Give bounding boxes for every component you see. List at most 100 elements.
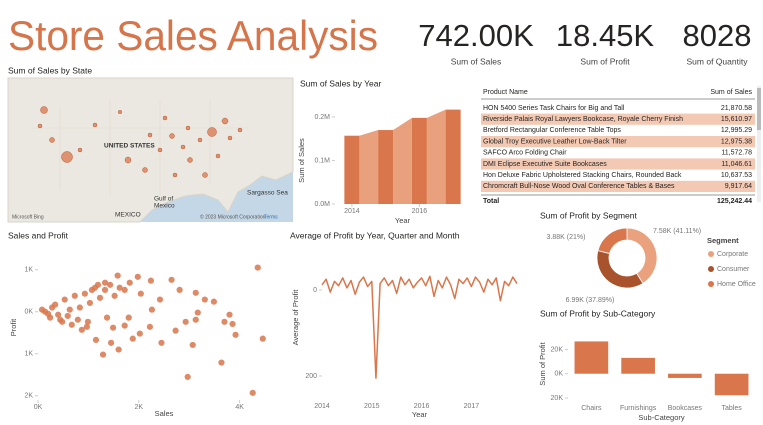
chart-title: Sum of Profit by Sub-Category — [540, 308, 656, 318]
kpi-label: Sum of Quantity — [687, 56, 749, 66]
x-axis-title: Sales — [155, 409, 174, 418]
data-label: 6.99K (37.89%) — [566, 297, 615, 304]
bar — [344, 135, 360, 204]
scrollbar[interactable] — [757, 86, 761, 202]
map-bubbles — [37, 106, 243, 178]
x-axis-title: Year — [412, 410, 428, 419]
scatter-point — [134, 273, 141, 280]
scatter-point — [94, 281, 102, 288]
scatter-point — [116, 284, 123, 291]
scatter-point — [96, 294, 104, 301]
scatter-point — [92, 336, 100, 343]
scatter-point — [115, 346, 122, 353]
scatter-point — [182, 318, 189, 325]
scatter-point — [99, 351, 107, 358]
y-tick-label: 0.0M — [314, 201, 330, 208]
bar — [714, 373, 749, 396]
table-cell: 15,610.97 — [721, 116, 752, 123]
scatter-point — [218, 359, 225, 366]
table-total: 125,242.44 — [717, 198, 752, 205]
scatter-point — [192, 316, 199, 323]
chart-title: Sales and Profit — [8, 230, 69, 240]
map-label: Gulf of — [154, 196, 173, 203]
scatter-point — [158, 339, 165, 346]
scatter-point — [101, 279, 109, 286]
x-tick-label: 2K — [135, 404, 144, 411]
map-terms[interactable]: Terms — [264, 214, 278, 220]
y-tick-label: 0.1M — [314, 157, 330, 164]
table-cell: DMI Eclipse Executive Suite Bookcases — [483, 161, 607, 168]
row-highlight — [481, 158, 755, 170]
scatter-point — [38, 306, 46, 313]
scatter-point — [172, 327, 179, 334]
scatter-point — [111, 292, 118, 299]
scatter-point — [109, 324, 117, 331]
scatter-point — [49, 304, 56, 311]
scatter-point — [88, 286, 96, 293]
x-tick-label: 4K — [235, 404, 244, 411]
x-tick-label: 0K — [34, 404, 43, 411]
table-cell: 12,995.29 — [721, 127, 752, 134]
scatter-point — [76, 304, 83, 311]
legend-swatch — [708, 266, 714, 272]
y-tick-label: 20K — [551, 346, 564, 353]
donut-slice — [597, 227, 628, 255]
x-tick-label: Chairs — [581, 405, 602, 412]
scatter-point — [106, 281, 114, 288]
row-highlight — [481, 180, 755, 192]
scatter-point — [78, 326, 85, 333]
x-axis-title: Year — [395, 216, 411, 225]
scrollbar-thumb[interactable] — [757, 88, 761, 130]
bar — [445, 109, 461, 204]
table-cell: SAFCO Arco Folding Chair — [483, 150, 567, 157]
ribbon — [393, 117, 412, 204]
bar — [574, 341, 609, 374]
y-tick-label: 1K — [24, 267, 33, 274]
table-cell: Bretford Rectangular Conference Table To… — [483, 127, 621, 134]
table-cell: HON 5400 Series Task Chairs for Big and … — [483, 105, 625, 112]
legend-title: Segment — [707, 236, 739, 245]
legend-swatch — [708, 251, 714, 257]
scatter-point — [114, 272, 121, 279]
scatter-point — [55, 311, 62, 318]
legend-label: Consumer — [717, 266, 750, 273]
scatter-point — [86, 299, 94, 307]
table-cell: 9,917.64 — [725, 183, 752, 190]
scatter-point — [221, 318, 228, 325]
kpi-label: Sum of Profit — [580, 56, 630, 66]
y-axis-title: Sum of Sales — [297, 138, 306, 183]
scatter-point — [184, 373, 191, 380]
x-tick-label: Tables — [722, 405, 743, 412]
scatter-point — [101, 286, 109, 293]
y-tick-label: 0K — [24, 309, 33, 316]
scatter-point — [137, 290, 144, 297]
scatter-point — [229, 320, 236, 328]
scatter-point — [84, 318, 91, 325]
map-attribution: Microsoft Bing — [12, 214, 44, 220]
x-tick-label: 2014 — [344, 208, 360, 215]
scatter-point — [81, 290, 88, 297]
scatter-point — [176, 286, 183, 293]
legend-label: Home Office — [717, 281, 756, 288]
donut-slice — [596, 250, 644, 289]
ribbon — [426, 109, 446, 204]
map-borders — [30, 100, 250, 195]
scatter-point — [201, 296, 208, 303]
y-tick-label: 0.2M — [314, 114, 330, 121]
scatter-point — [249, 389, 256, 396]
ribbon — [359, 130, 379, 204]
bar — [378, 130, 394, 204]
x-tick-label: 2016 — [412, 208, 428, 215]
x-tick-label: 2016 — [414, 403, 430, 410]
kpi-value: 8028 — [683, 18, 752, 53]
data-label: 3.88K (21%) — [547, 234, 586, 241]
table-cell: 10,637.53 — [721, 172, 752, 179]
scatter-point — [168, 276, 175, 283]
scatter-point — [210, 298, 217, 305]
table-total: Total — [483, 198, 499, 205]
report-title: Store Sales Analysis — [8, 12, 378, 59]
bar — [668, 373, 702, 378]
scatter-point — [121, 286, 128, 293]
bar — [621, 357, 655, 374]
